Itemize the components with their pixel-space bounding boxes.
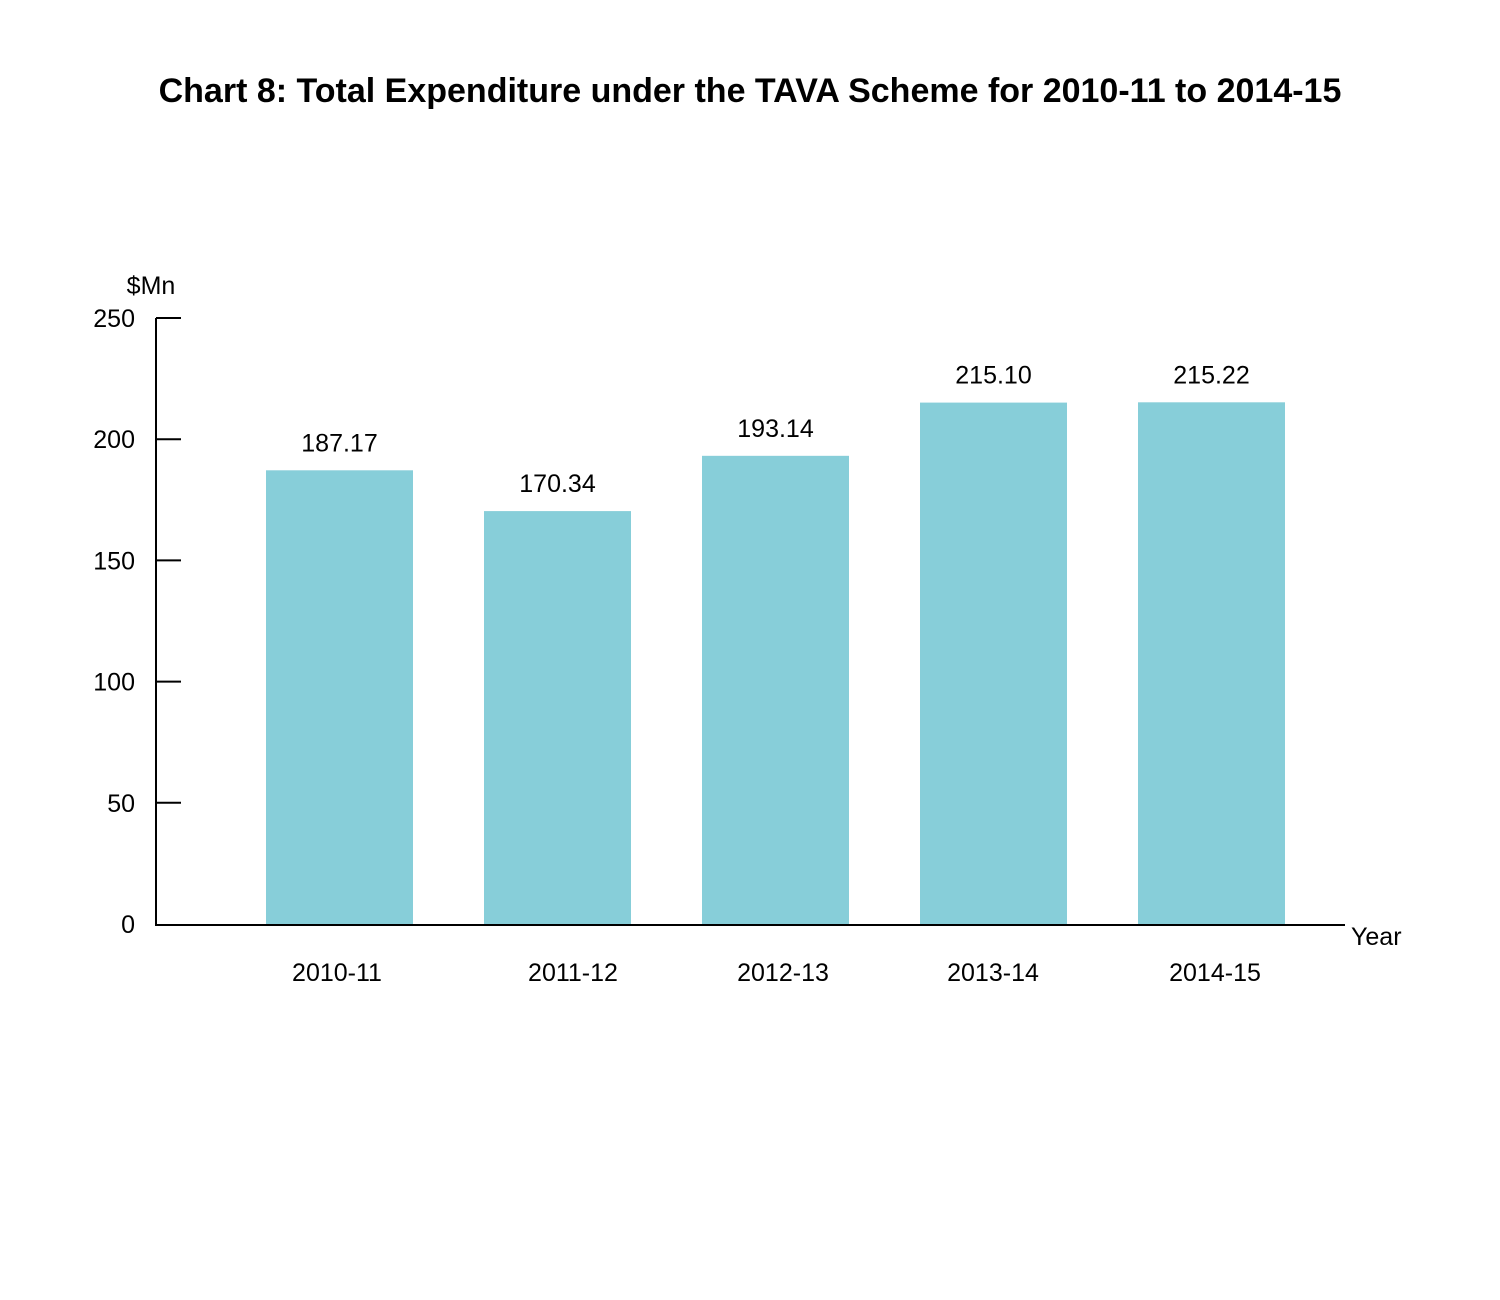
data-label: 187.17 bbox=[301, 429, 377, 457]
y-tick-label: 250 bbox=[93, 305, 135, 333]
y-tick-label: 50 bbox=[107, 790, 135, 818]
x-axis: 2010-11 2011-12 2012-13 2013-14 2014-15 bbox=[155, 924, 1345, 987]
y-tick-label: 200 bbox=[93, 426, 135, 454]
data-label: 193.14 bbox=[737, 415, 814, 443]
y-tick-label: 100 bbox=[93, 669, 135, 697]
data-label: 215.10 bbox=[955, 362, 1031, 390]
y-axis-label: $Mn bbox=[127, 272, 176, 300]
data-label: 215.22 bbox=[1173, 361, 1249, 389]
x-tick-label: 2012-13 bbox=[737, 959, 829, 987]
x-tick-label: 2011-12 bbox=[528, 959, 618, 987]
x-tick-label: 2014-15 bbox=[1169, 959, 1261, 987]
bar bbox=[702, 455, 849, 924]
data-label: 170.34 bbox=[519, 470, 596, 498]
bar bbox=[1138, 402, 1285, 924]
bar bbox=[484, 511, 631, 924]
chart-title: Chart 8: Total Expenditure under the TAV… bbox=[158, 72, 1342, 110]
y-axis: 0 50 100 150 200 250 bbox=[93, 305, 181, 939]
y-tick-label: 150 bbox=[93, 547, 135, 575]
x-axis-label: Year bbox=[1351, 923, 1402, 951]
y-tick-label: 0 bbox=[121, 911, 135, 939]
data-labels-group: 187.17 170.34 193.14 215.10 215.22 bbox=[301, 361, 1249, 498]
bar bbox=[920, 402, 1067, 924]
x-tick-label: 2010-11 bbox=[292, 959, 382, 987]
bars-group bbox=[266, 402, 1285, 924]
bar bbox=[266, 470, 413, 924]
x-tick-label: 2013-14 bbox=[947, 959, 1039, 987]
